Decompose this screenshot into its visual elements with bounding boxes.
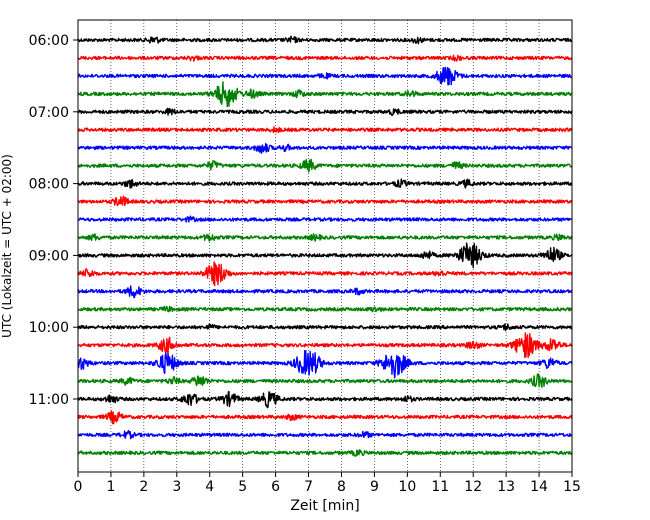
x-tick-label: 1 (106, 479, 115, 495)
trace-line (77, 449, 573, 457)
y-axis-ticks: 06:00 07:00 08:00 09:00 10:00 11:00 (29, 33, 78, 408)
x-axis-ticks: 0 1 2 3 4 5 6 7 8 9 10 11 12 13 14 15 (74, 472, 581, 495)
y-tick-label: 06:00 (29, 33, 69, 49)
seismic-traces (77, 35, 573, 457)
trace-line (77, 233, 573, 242)
x-tick-label: 6 (271, 479, 280, 495)
trace-line (77, 285, 573, 299)
trace-line (77, 66, 573, 86)
plot-background (78, 20, 572, 472)
trace-line (77, 215, 573, 223)
trace-line (77, 323, 573, 332)
trace-line (77, 126, 573, 134)
x-tick-label: 5 (238, 479, 247, 495)
trace-line (77, 178, 573, 189)
trace-line (77, 373, 573, 388)
trace-line (77, 158, 573, 173)
trace-line (77, 81, 573, 108)
x-tick-label: 7 (304, 479, 313, 495)
trace-line (77, 54, 573, 62)
y-tick-label: 08:00 (29, 177, 69, 193)
x-tick-label: 0 (74, 479, 83, 495)
x-tick-label: 10 (398, 479, 416, 495)
trace-line (77, 35, 573, 45)
trace-line (77, 261, 573, 287)
trace-line (77, 107, 573, 117)
plot-frame (77, 19, 573, 473)
x-tick-label: 9 (370, 479, 379, 495)
x-tick-label: 3 (172, 479, 181, 495)
trace-line (77, 242, 573, 269)
x-tick-label: 12 (464, 479, 482, 495)
trace-line (77, 429, 573, 440)
y-tick-label: 10:00 (29, 320, 69, 336)
trace-line (77, 195, 573, 207)
trace-line (77, 332, 573, 359)
y-axis-label: UTC (Lokalzeit = UTC + 02:00) (0, 154, 14, 338)
trace-line (77, 305, 573, 313)
y-tick-label: 09:00 (29, 248, 69, 264)
x-tick-label: 14 (530, 479, 548, 495)
trace-line (77, 410, 573, 425)
y-tick-label: 11:00 (29, 392, 69, 408)
y-tick-label: 07:00 (29, 105, 69, 121)
x-tick-label: 2 (139, 479, 148, 495)
x-tick-label: 4 (205, 479, 214, 495)
x-tick-label: 8 (337, 479, 346, 495)
trace-line (77, 349, 573, 379)
trace-line (77, 142, 573, 154)
x-tick-label: 15 (563, 479, 581, 495)
x-tick-label: 13 (497, 479, 515, 495)
x-tick-label: 11 (431, 479, 449, 495)
trace-line (77, 390, 573, 409)
x-axis-label: Zeit [min] (290, 498, 359, 514)
